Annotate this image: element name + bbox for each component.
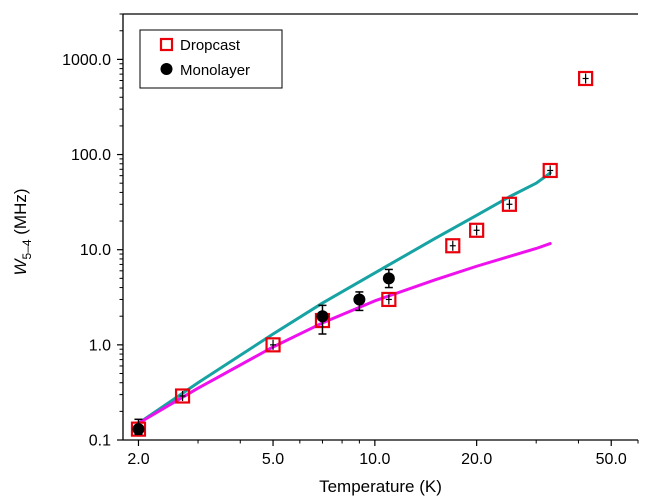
dropcast-point	[445, 238, 461, 254]
y-tick-label: 10.0	[80, 242, 111, 259]
y-axis-title-subscript: 5–4	[20, 239, 34, 259]
dropcast-point	[265, 337, 281, 353]
y-tick-label: 1.0	[89, 337, 111, 354]
dropcast-point	[381, 291, 397, 308]
y-axis-title-main: W	[11, 258, 30, 276]
x-tick-label: 5.0	[262, 451, 284, 468]
dropcast-marker	[542, 162, 558, 179]
y-tick-label: 100.0	[71, 147, 111, 164]
dropcast-marker	[381, 291, 397, 308]
axes-layer: 2.0 5.0 10.0 20.0 50.0 0.1 1.0 10.0 100.0 1000.0	[62, 13, 639, 468]
dropcast-marker	[174, 388, 191, 404]
x-tick-label: 20.0	[461, 451, 492, 468]
legend-monolayer-marker	[160, 63, 173, 75]
dropcast-point	[578, 70, 594, 87]
x-tick-label: 2.0	[127, 451, 149, 468]
monolayer-marker	[353, 293, 366, 306]
dropcast-marker	[501, 196, 518, 212]
dropcast-point	[174, 388, 191, 404]
fit-curve	[136, 242, 552, 425]
data-markers	[130, 70, 594, 437]
monolayer-point	[316, 304, 329, 335]
fit-curve	[136, 171, 552, 425]
dropcast-marker	[469, 222, 485, 238]
legend-dropcast-label: Dropcast	[180, 37, 241, 54]
monolayer-point	[382, 268, 395, 289]
y-tick-label: 1000.0	[62, 52, 111, 69]
x-tick-label: 10.0	[359, 451, 390, 468]
monolayer-point	[353, 291, 366, 312]
monolayer-marker	[382, 272, 395, 285]
dropcast-point	[469, 222, 485, 238]
y-tick-label: 0.1	[89, 433, 111, 450]
monolayer-point	[132, 418, 145, 436]
legend-dropcast-marker	[159, 37, 174, 52]
dropcast-marker	[445, 238, 461, 254]
legend: Dropcast Monolayer	[139, 29, 283, 89]
dropcast-point	[542, 162, 558, 179]
x-axis-title: Temperature (K)	[319, 477, 442, 496]
y-axis-title: W5–4 (MHz)	[11, 188, 34, 275]
x-tick-label: 50.0	[596, 451, 627, 468]
dropcast-marker	[578, 70, 594, 87]
monolayer-marker	[316, 310, 329, 323]
fit-curves	[136, 171, 552, 425]
monolayer-marker	[132, 423, 145, 436]
dropcast-point	[501, 196, 518, 212]
y-axis-title-unit: (MHz)	[11, 188, 30, 239]
dropcast-marker	[265, 337, 281, 353]
legend-monolayer-label: Monolayer	[180, 62, 250, 79]
